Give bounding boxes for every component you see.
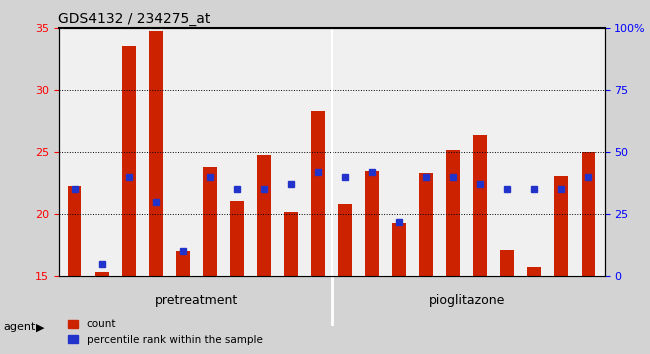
Bar [149,31,162,276]
Bar [582,152,595,276]
Bar [284,212,298,276]
Text: pretreatment: pretreatment [155,295,238,307]
Bar [338,204,352,276]
Bar [419,173,433,276]
Text: pioglitazone: pioglitazone [428,295,505,307]
Bar [122,46,136,276]
Legend: count, percentile rank within the sample: count, percentile rank within the sample [64,315,266,349]
Bar [203,167,216,276]
Bar [68,185,81,276]
Bar [554,176,568,276]
Bar [500,250,514,276]
Bar [311,111,325,276]
Text: GDS4132 / 234275_at: GDS4132 / 234275_at [58,12,211,26]
Bar [95,273,109,276]
Bar [473,135,487,276]
Bar [257,155,270,276]
Bar [527,268,541,276]
Text: agent: agent [3,322,36,332]
Text: ▶: ▶ [36,322,44,332]
Bar [176,251,190,276]
Bar [447,150,460,276]
Bar [365,171,379,276]
Bar [230,200,244,276]
Bar [393,223,406,276]
